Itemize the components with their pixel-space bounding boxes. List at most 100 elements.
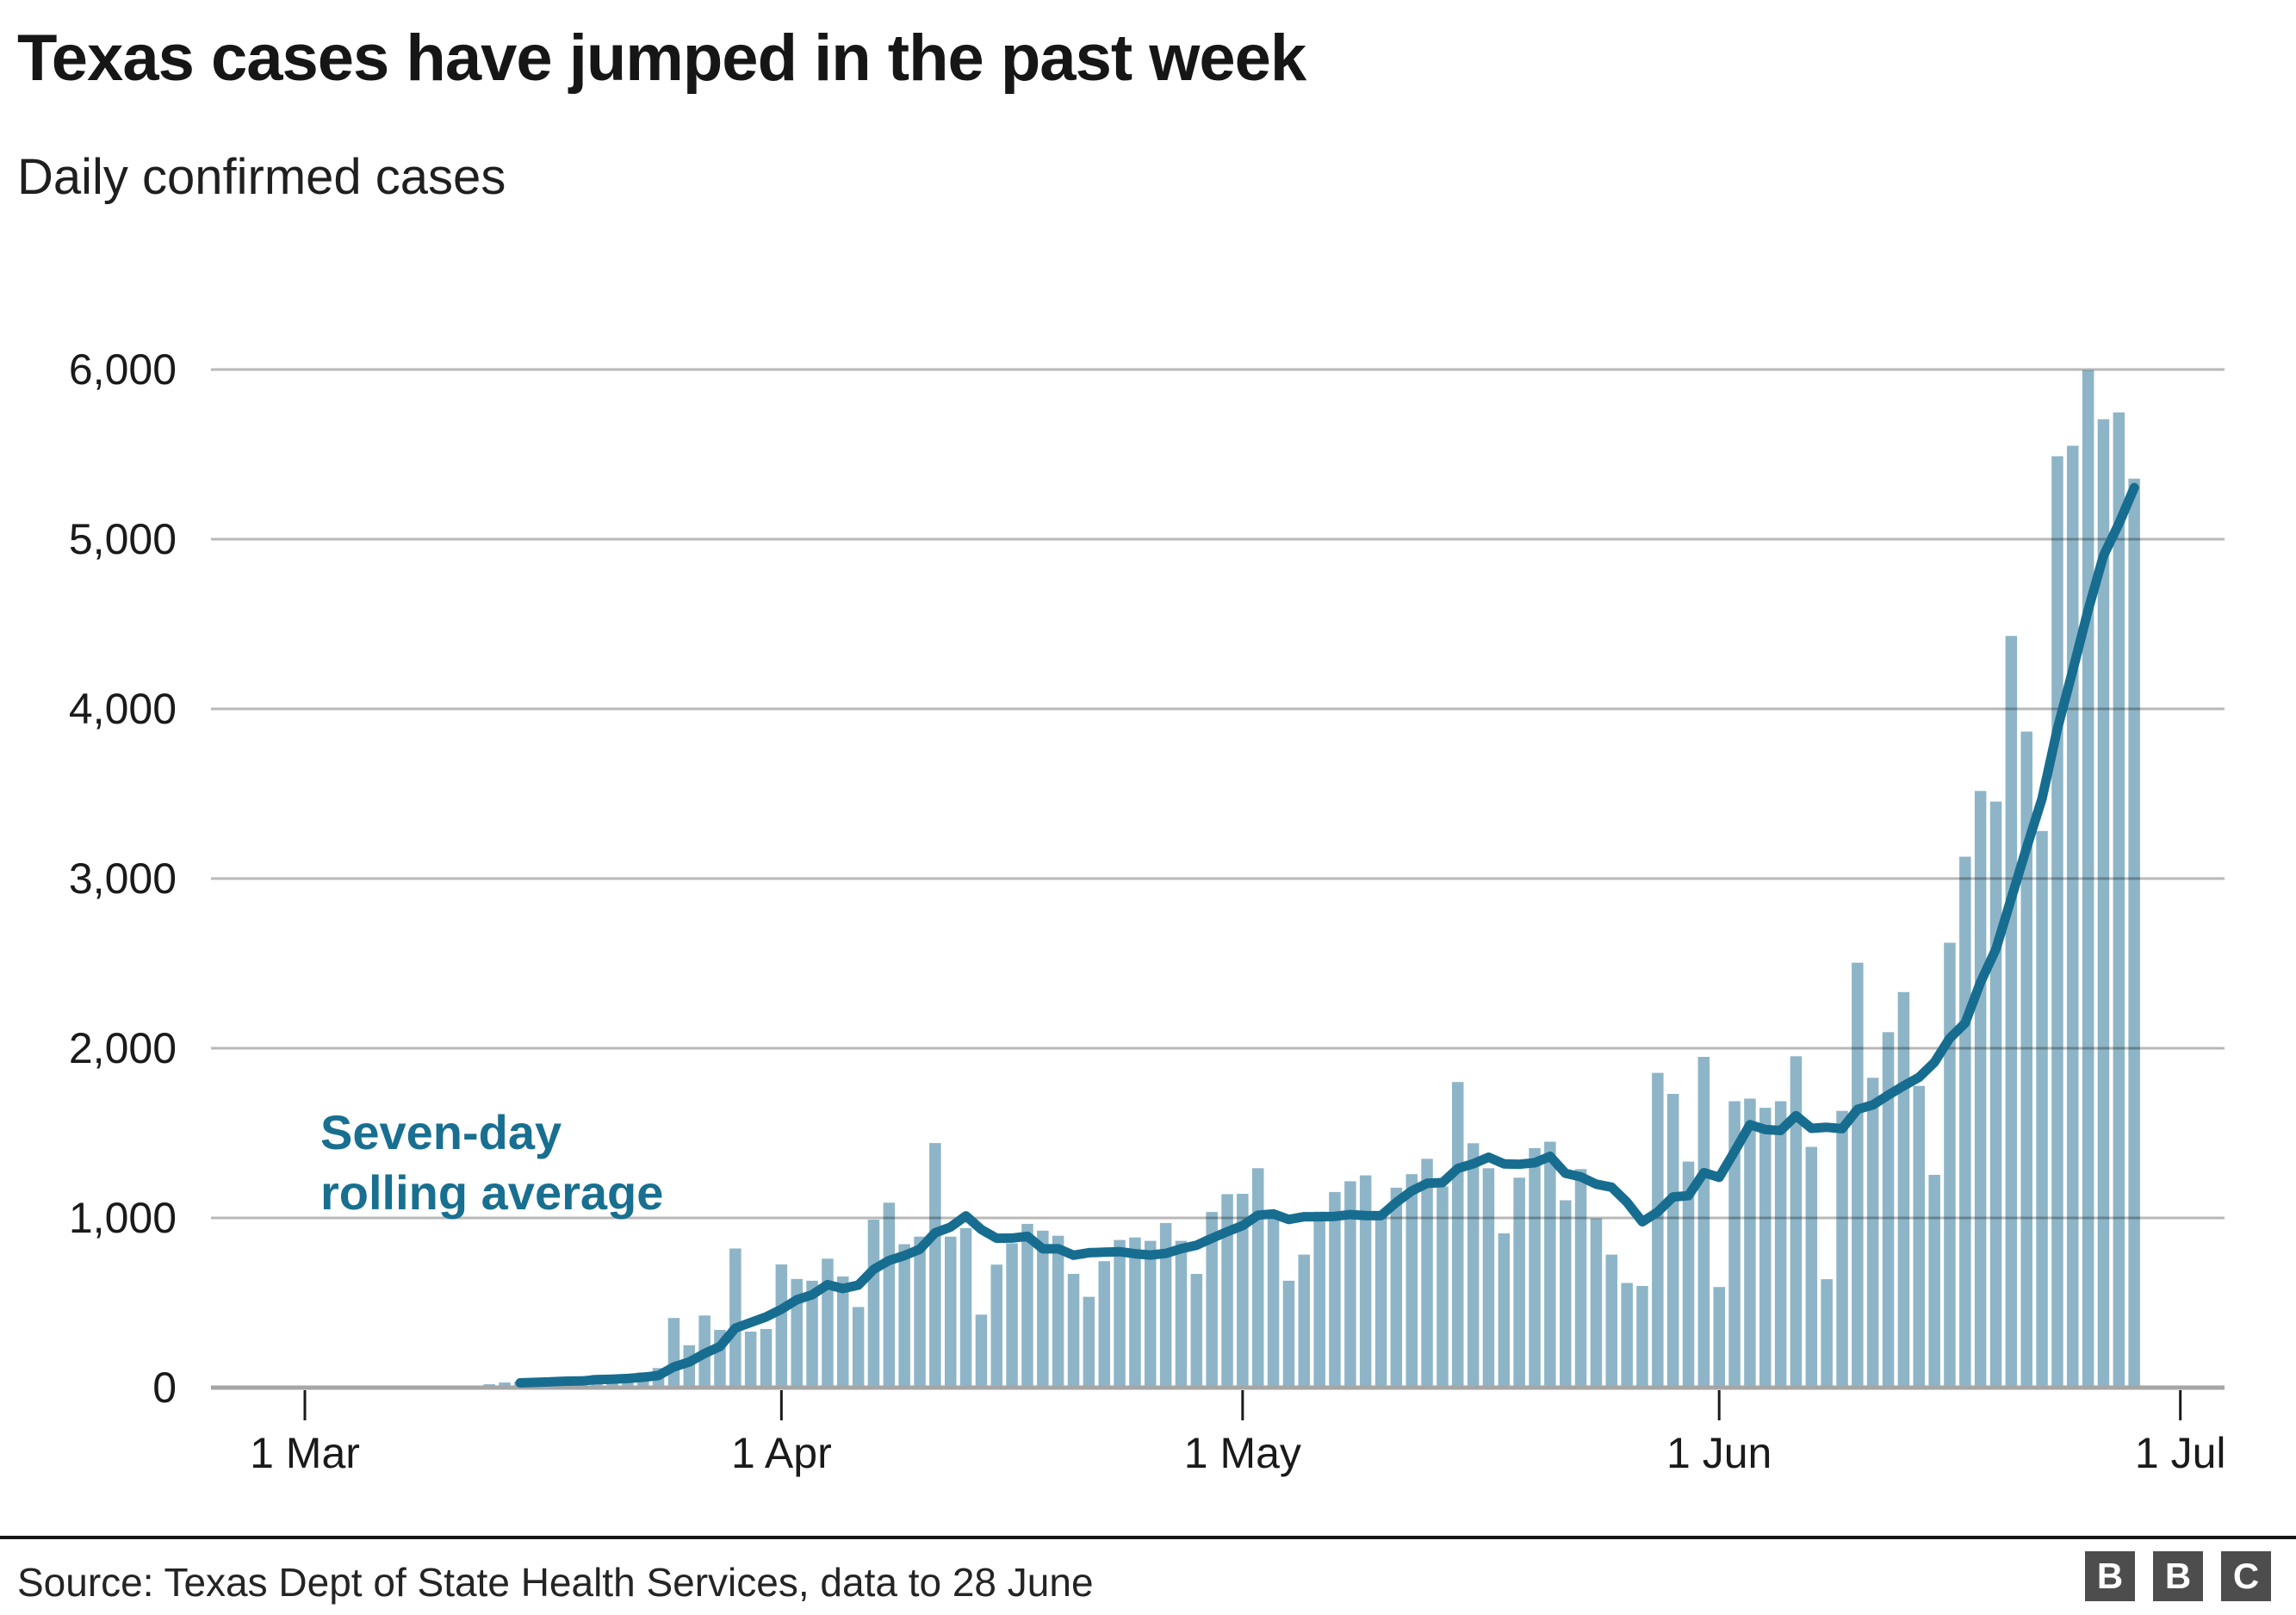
- bar: [1052, 1235, 1064, 1388]
- bar: [1774, 1101, 1787, 1388]
- bar: [1544, 1141, 1556, 1388]
- bar: [1498, 1233, 1511, 1388]
- bar: [2067, 445, 2079, 1388]
- bar: [1636, 1286, 1648, 1388]
- bar: [2113, 412, 2125, 1388]
- bar: [867, 1220, 880, 1388]
- bar: [1682, 1161, 1695, 1388]
- bar: [1159, 1222, 1172, 1388]
- bar: [1374, 1214, 1387, 1388]
- bar: [1605, 1254, 1617, 1388]
- bar: [945, 1236, 957, 1388]
- bar: [1175, 1240, 1188, 1388]
- bar: [852, 1307, 865, 1388]
- bar: [744, 1332, 757, 1388]
- bar: [1129, 1237, 1141, 1388]
- bar: [1221, 1194, 1233, 1388]
- bar: [914, 1236, 926, 1388]
- bar: [1267, 1213, 1280, 1388]
- bar: [1866, 1078, 1879, 1388]
- bar: [1836, 1110, 1848, 1388]
- bar: [1974, 791, 1987, 1388]
- bar: [1989, 801, 2002, 1388]
- annotation-line-2: rolling average: [320, 1165, 664, 1220]
- bar: [1467, 1143, 1480, 1388]
- bar: [1067, 1274, 1080, 1388]
- bar: [1897, 991, 1910, 1388]
- bar: [1237, 1194, 1249, 1388]
- bar: [1114, 1239, 1126, 1388]
- bbc-logo-letter: C: [2221, 1551, 2271, 1601]
- bar: [1728, 1101, 1741, 1388]
- bar: [1652, 1072, 1664, 1388]
- bar: [1790, 1056, 1803, 1388]
- bar: [1021, 1223, 1033, 1388]
- bar: [775, 1264, 788, 1388]
- bar: [1298, 1254, 1310, 1388]
- page-title: Texas cases have jumped in the past week: [17, 22, 1306, 95]
- bar: [1928, 1175, 1940, 1388]
- bar: [1666, 1094, 1679, 1388]
- bar: [729, 1248, 742, 1388]
- bar: [1390, 1187, 1403, 1388]
- bar: [806, 1280, 818, 1388]
- bar: [1329, 1191, 1341, 1388]
- annotation-line-1: Seven-day: [320, 1105, 562, 1159]
- bar: [1206, 1212, 1218, 1388]
- bar: [1083, 1296, 1095, 1388]
- bar: [1437, 1186, 1449, 1388]
- bar: [1944, 942, 1956, 1388]
- bar: [822, 1258, 834, 1388]
- bar: [1713, 1287, 1725, 1388]
- bbc-logo-letter: B: [2085, 1551, 2135, 1601]
- bar: [1529, 1148, 1541, 1388]
- bar: [1913, 1085, 1925, 1388]
- bar: [2005, 636, 2018, 1388]
- bar: [1145, 1240, 1157, 1388]
- bar: [2097, 419, 2110, 1388]
- bar: [1344, 1181, 1356, 1388]
- bar: [1805, 1146, 1818, 1388]
- bbc-logo: B B C: [2085, 1551, 2274, 1603]
- source-text: Source: Texas Dept of State Health Servi…: [17, 1560, 1094, 1605]
- bar: [1560, 1200, 1572, 1388]
- bar: [2020, 731, 2032, 1388]
- bar: [1359, 1175, 1372, 1388]
- footer-divider: [0, 1536, 2296, 1539]
- bar: [1513, 1177, 1525, 1388]
- bar: [959, 1227, 972, 1388]
- bar: [667, 1318, 680, 1388]
- bar: [760, 1329, 773, 1388]
- bar: [1190, 1274, 1203, 1388]
- bar: [1590, 1218, 1603, 1388]
- bar: [1759, 1108, 1772, 1388]
- bar: [1852, 962, 1864, 1388]
- bar: [837, 1276, 849, 1388]
- bbc-logo-letter: B: [2153, 1551, 2203, 1601]
- bar: [1482, 1168, 1495, 1388]
- bar: [2051, 456, 2063, 1388]
- bar: [2128, 478, 2140, 1388]
- bar: [1744, 1098, 1756, 1388]
- bar: [1313, 1211, 1325, 1388]
- bar: [883, 1202, 896, 1388]
- bar: [1697, 1057, 1710, 1388]
- bar: [1882, 1032, 1895, 1388]
- bar: [1574, 1169, 1587, 1388]
- bar: [929, 1143, 941, 1388]
- rolling-average-line: [515, 482, 2139, 1388]
- bar: [975, 1314, 988, 1388]
- bar: [898, 1244, 910, 1388]
- bar: [1098, 1261, 1110, 1388]
- bar: [1037, 1230, 1049, 1388]
- bar: [2036, 830, 2048, 1388]
- rolling-average-annotation: Seven-day rolling average: [320, 1103, 663, 1223]
- bar: [1621, 1283, 1633, 1388]
- bar: [1282, 1280, 1295, 1388]
- bar: [1406, 1174, 1418, 1388]
- bar: [1821, 1279, 1833, 1388]
- bar: [499, 1382, 511, 1388]
- chart-subtitle: Daily confirmed cases: [17, 149, 506, 205]
- bar: [1252, 1168, 1264, 1388]
